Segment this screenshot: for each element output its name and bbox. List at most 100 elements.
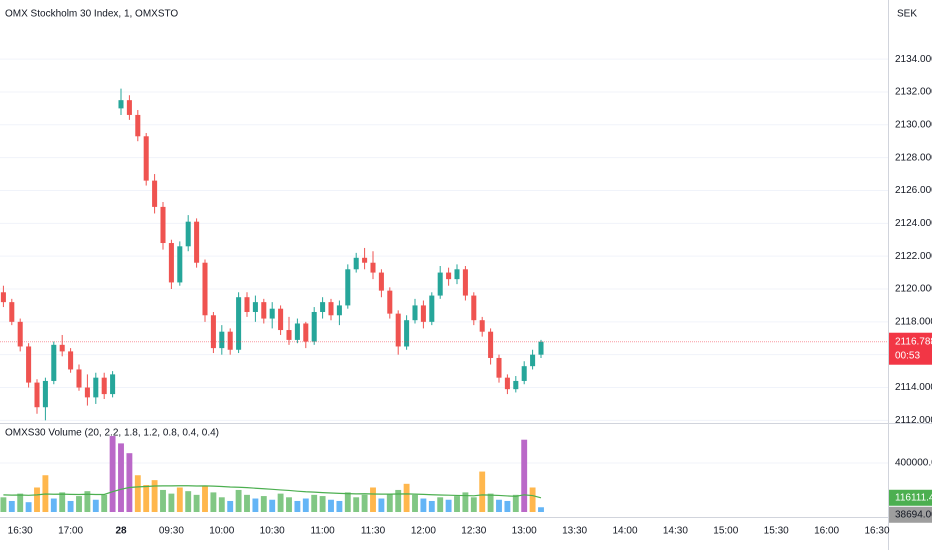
x-tick-label: 11:00 xyxy=(310,526,335,537)
x-tick-label: 16:30 xyxy=(8,526,33,537)
volume-bar xyxy=(428,500,435,512)
volume-bar xyxy=(286,497,292,512)
volume-bar xyxy=(302,498,309,512)
y-tick-label: 2114.0000 xyxy=(895,382,932,393)
candle-body xyxy=(345,269,351,306)
candle-body xyxy=(126,100,132,115)
candle-body xyxy=(68,351,74,370)
candle-body xyxy=(353,257,359,270)
volume-bar xyxy=(437,497,444,512)
countdown: 00:53 xyxy=(895,350,920,361)
volume-bar xyxy=(185,491,192,512)
x-tick-label: 28 xyxy=(115,526,127,537)
candle-body xyxy=(9,302,15,322)
volume-bar xyxy=(260,496,267,512)
y-tick-label: 2118.0000 xyxy=(895,316,932,327)
candle-body xyxy=(429,295,435,322)
candle-body xyxy=(286,330,292,340)
candle-body xyxy=(404,320,410,347)
candle-body xyxy=(168,243,174,283)
volume-bar xyxy=(529,487,536,512)
candle-body xyxy=(202,262,208,316)
volume-bar xyxy=(294,500,301,512)
y-tick-label: 2120.0000 xyxy=(895,284,932,295)
volume-bar xyxy=(17,493,24,512)
candle-body xyxy=(26,346,32,383)
volume-bar xyxy=(269,499,276,512)
x-tick-label: 09:30 xyxy=(159,526,184,537)
candle-body xyxy=(152,180,158,207)
volume-bar xyxy=(168,493,175,512)
volume-bar xyxy=(412,494,418,512)
volume-bar xyxy=(176,487,183,512)
candle-body xyxy=(513,380,519,390)
candle-body xyxy=(76,369,82,388)
x-tick-label: 14:00 xyxy=(612,526,637,537)
y-tick-label: 2130.0000 xyxy=(895,119,932,130)
candle-body xyxy=(454,269,460,280)
volume-bar xyxy=(370,487,376,512)
candle-body xyxy=(378,272,384,291)
volume-bar xyxy=(101,494,108,512)
candle-body xyxy=(387,290,393,314)
candle-body xyxy=(395,313,401,347)
y-tick-label: 2112.0000 xyxy=(895,415,932,426)
volume-bar xyxy=(353,497,360,512)
x-tick-label: 11:30 xyxy=(361,526,386,537)
candle-body xyxy=(437,272,443,296)
candle-body xyxy=(101,377,107,395)
candle-body xyxy=(320,302,326,312)
candle-body xyxy=(420,305,426,322)
last-price-box xyxy=(889,332,932,365)
last-price-label: 2116.7889 xyxy=(895,336,932,347)
volume-bar xyxy=(50,498,57,512)
volume-ma-line xyxy=(3,485,542,499)
candle-body xyxy=(118,100,124,109)
volume-bar xyxy=(25,502,32,512)
volume-bar xyxy=(134,475,141,512)
volume-bar xyxy=(487,493,494,512)
x-tick-label: 15:30 xyxy=(764,526,789,537)
volume-bar xyxy=(479,471,486,512)
ma-box xyxy=(889,489,932,506)
candle-body xyxy=(269,308,275,319)
volume-bar xyxy=(470,497,477,512)
volume-bar xyxy=(386,493,393,512)
candle-body xyxy=(185,221,191,247)
candle-body xyxy=(362,257,368,263)
volume-bar xyxy=(378,498,385,512)
volume-bar xyxy=(151,480,158,512)
volume-title: OMXS30 Volume (20, 2.2, 1.8, 1.2, 0.8, 0… xyxy=(5,428,219,439)
volume-bar xyxy=(403,483,410,512)
x-tick-label: 14:30 xyxy=(663,526,688,537)
candle-body xyxy=(303,323,309,342)
candle-body xyxy=(530,354,536,367)
volume-bar xyxy=(109,436,116,512)
candle-body xyxy=(236,297,242,350)
volume-bar xyxy=(76,496,82,512)
x-tick-label: 16:00 xyxy=(814,526,839,537)
candle-body xyxy=(336,305,342,316)
volume-bar xyxy=(252,498,259,512)
volume-bar xyxy=(92,499,99,512)
candle-body xyxy=(479,320,485,332)
candle-body xyxy=(59,344,65,352)
y-tick-label: 2124.0000 xyxy=(895,218,932,229)
volume-bar xyxy=(0,497,7,512)
volume-bar xyxy=(538,507,544,512)
candle-body xyxy=(521,366,527,381)
ma-label: 116111.4588 xyxy=(895,492,932,503)
volume-bar xyxy=(143,485,150,512)
volume-bar xyxy=(395,489,402,512)
volume-bar xyxy=(59,492,66,512)
candle-body xyxy=(160,206,166,244)
volume-box xyxy=(889,506,932,523)
x-tick-label: 10:30 xyxy=(260,526,285,537)
volume-bar xyxy=(126,453,133,512)
x-tick-label: 15:00 xyxy=(713,526,738,537)
candle-body xyxy=(252,302,258,312)
volume-bar xyxy=(328,499,334,512)
candle-body xyxy=(278,308,284,331)
x-tick-label: 16:30 xyxy=(864,526,889,537)
candle-body xyxy=(328,302,334,316)
